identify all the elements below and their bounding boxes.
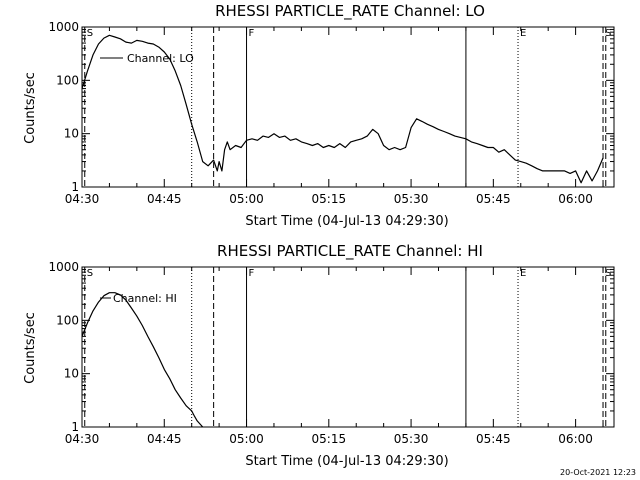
chart-lo-event-marker-label: F [249,28,255,39]
chart-hi-title: RHESSI PARTICLE_RATE Channel: HI [217,242,483,261]
chart-hi-event-marker-label: F [249,268,255,279]
chart-hi-y-tick-label: 1 [71,420,79,434]
chart-lo-x-axis-label: Start Time (04-Jul-13 04:29:30) [245,214,448,229]
chart-hi-x-tick-label: 06:00 [558,432,593,446]
chart-lo-title: RHESSI PARTICLE_RATE Channel: LO [215,2,485,21]
chart-lo-x-tick-label: 04:45 [147,192,182,206]
chart-hi-x-tick-label: 05:15 [312,432,347,446]
chart-hi-x-tick-label: 05:00 [229,432,264,446]
chart-hi-x-axis-label: Start Time (04-Jul-13 04:29:30) [245,454,448,469]
chart-hi-y-tick-label: 1000 [48,260,79,274]
footer-timestamp: 20-Oct-2021 12:23 [560,468,636,477]
chart-hi-series-line [81,292,204,428]
chart-hi-x-tick-label: 05:45 [476,432,511,446]
chart-hi-legend-label: Channel: HI [113,292,177,305]
chart-lo-y-tick-label: 10 [64,127,79,141]
chart-lo-y-tick-label: 1000 [48,20,79,34]
chart-hi-x-tick-label: 04:30 [65,432,100,446]
chart-lo-x-tick-label: 04:30 [65,192,100,206]
chart-hi-panel: RHESSI PARTICLE_RATE Channel: HI Counts/… [23,242,615,469]
chart-hi-event-marker-label: S [87,268,93,279]
chart-hi-y-axis-label: Counts/sec [23,312,38,384]
chart-lo-x-tick-label: 05:00 [229,192,264,206]
chart-hi-y-tick-label: 100 [56,313,79,327]
chart-lo-plot-frame [81,26,615,188]
chart-lo-x-tick-label: 06:00 [558,192,593,206]
chart-lo-event-marker-label: E [520,28,526,39]
chart-hi-event-marker-label: E [520,268,526,279]
chart-lo-series-line [81,34,604,184]
chart-hi-x-tick-label: 04:45 [147,432,182,446]
chart-lo-legend-label: Channel: LO [127,52,194,65]
chart-lo-x-tick-label: 05:15 [312,192,347,206]
chart-hi-plot-frame [81,266,615,428]
chart-lo-y-axis-label: Counts/sec [23,72,38,144]
chart-lo-legend: Channel: LO [100,52,194,65]
chart-hi-legend: Channel: HI [100,292,177,305]
chart-hi-x-tick-label: 05:30 [394,432,429,446]
chart-lo-event-marker-label: S [87,28,93,39]
chart-lo-y-tick-label: 100 [56,73,79,87]
chart-lo-x-tick-label: 05:45 [476,192,511,206]
chart-lo-x-tick-label: 05:30 [394,192,429,206]
chart-hi-y-tick-label: 10 [64,367,79,381]
chart-lo-y-tick-label: 1 [71,180,79,194]
chart-lo-event-marker-label: S [605,28,611,39]
chart-lo-panel: RHESSI PARTICLE_RATE Channel: LO Counts/… [23,2,615,229]
chart-hi-event-marker-label: S [605,268,611,279]
